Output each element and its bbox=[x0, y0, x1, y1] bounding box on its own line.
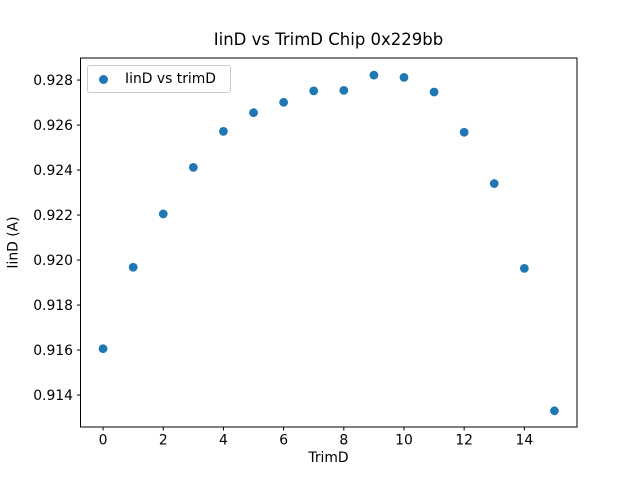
data-point bbox=[98, 344, 108, 354]
chart-title: IinD vs TrimD Chip 0x229bb bbox=[213, 30, 444, 49]
x-tick-label: 0 bbox=[99, 433, 108, 449]
x-axis-ticks: 0 2 4 6 8 10 12 14 bbox=[99, 427, 533, 449]
y-tick-label: 0.920 bbox=[33, 253, 73, 269]
data-point bbox=[399, 72, 409, 82]
x-tick-label: 8 bbox=[339, 433, 348, 449]
x-tick-label: 14 bbox=[515, 433, 533, 449]
data-point bbox=[369, 70, 379, 80]
y-tick-label: 0.922 bbox=[33, 208, 73, 224]
data-point bbox=[550, 406, 559, 416]
x-axis-label: TrimD bbox=[308, 450, 349, 466]
data-point bbox=[339, 86, 349, 95]
axes-frame bbox=[80, 57, 578, 428]
data-point bbox=[489, 179, 499, 188]
y-tick-label: 0.926 bbox=[33, 118, 73, 134]
x-tick-label: 6 bbox=[279, 433, 288, 449]
y-axis-ticks: 0.914 0.916 0.918 0.920 0.922 0.924 0.926 0.928 bbox=[33, 73, 81, 404]
legend-label: IinD vs trimD bbox=[125, 70, 216, 87]
data-point bbox=[249, 108, 258, 118]
y-tick-label: 0.916 bbox=[33, 343, 73, 359]
y-axis-label: IinD (A) bbox=[5, 216, 22, 269]
data-point bbox=[519, 263, 529, 273]
legend-marker-icon bbox=[99, 74, 108, 84]
x-tick-label: 12 bbox=[455, 433, 473, 449]
scatter-points bbox=[98, 70, 559, 416]
data-point bbox=[188, 162, 198, 172]
data-point bbox=[309, 86, 319, 96]
data-point bbox=[279, 97, 289, 107]
y-tick-label: 0.928 bbox=[33, 73, 73, 89]
data-point bbox=[128, 262, 138, 272]
y-tick-label: 0.918 bbox=[33, 298, 73, 314]
data-point bbox=[459, 127, 469, 137]
x-tick-label: 2 bbox=[159, 433, 168, 449]
data-point bbox=[158, 209, 168, 219]
legend: IinD vs trimD bbox=[87, 65, 231, 93]
x-tick-label: 10 bbox=[395, 433, 413, 449]
y-tick-label: 0.924 bbox=[33, 163, 73, 179]
x-tick-label: 4 bbox=[219, 433, 228, 449]
y-tick-label: 0.914 bbox=[33, 388, 73, 404]
data-point bbox=[429, 87, 439, 97]
data-point bbox=[219, 126, 228, 136]
